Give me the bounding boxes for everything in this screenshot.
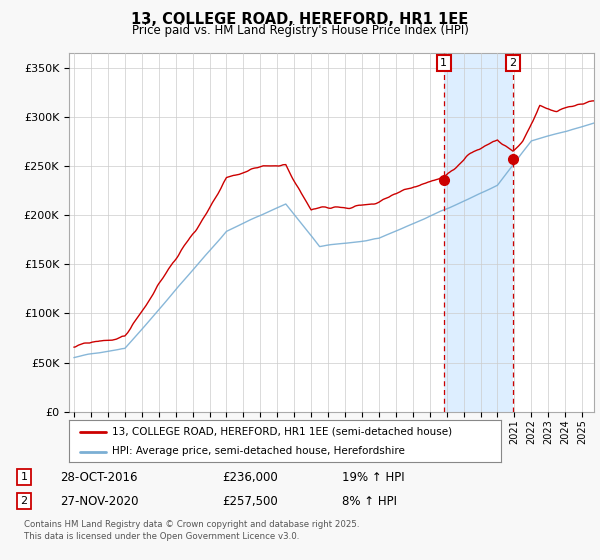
Text: 28-OCT-2016: 28-OCT-2016: [60, 470, 137, 484]
Text: 1: 1: [440, 58, 447, 68]
Text: 1: 1: [20, 472, 28, 482]
Text: 13, COLLEGE ROAD, HEREFORD, HR1 1EE (semi-detached house): 13, COLLEGE ROAD, HEREFORD, HR1 1EE (sem…: [112, 427, 452, 437]
Text: £257,500: £257,500: [222, 494, 278, 508]
Text: 8% ↑ HPI: 8% ↑ HPI: [342, 494, 397, 508]
Text: 19% ↑ HPI: 19% ↑ HPI: [342, 470, 404, 484]
Text: 2: 2: [509, 58, 517, 68]
Bar: [444, 53, 513, 412]
Text: HPI: Average price, semi-detached house, Herefordshire: HPI: Average price, semi-detached house,…: [112, 446, 405, 456]
Text: 2: 2: [20, 496, 28, 506]
Text: Contains HM Land Registry data © Crown copyright and database right 2025.
This d: Contains HM Land Registry data © Crown c…: [24, 520, 359, 542]
Text: 13, COLLEGE ROAD, HEREFORD, HR1 1EE: 13, COLLEGE ROAD, HEREFORD, HR1 1EE: [131, 12, 469, 27]
Text: 27-NOV-2020: 27-NOV-2020: [60, 494, 139, 508]
Text: Price paid vs. HM Land Registry's House Price Index (HPI): Price paid vs. HM Land Registry's House …: [131, 24, 469, 37]
Text: £236,000: £236,000: [222, 470, 278, 484]
